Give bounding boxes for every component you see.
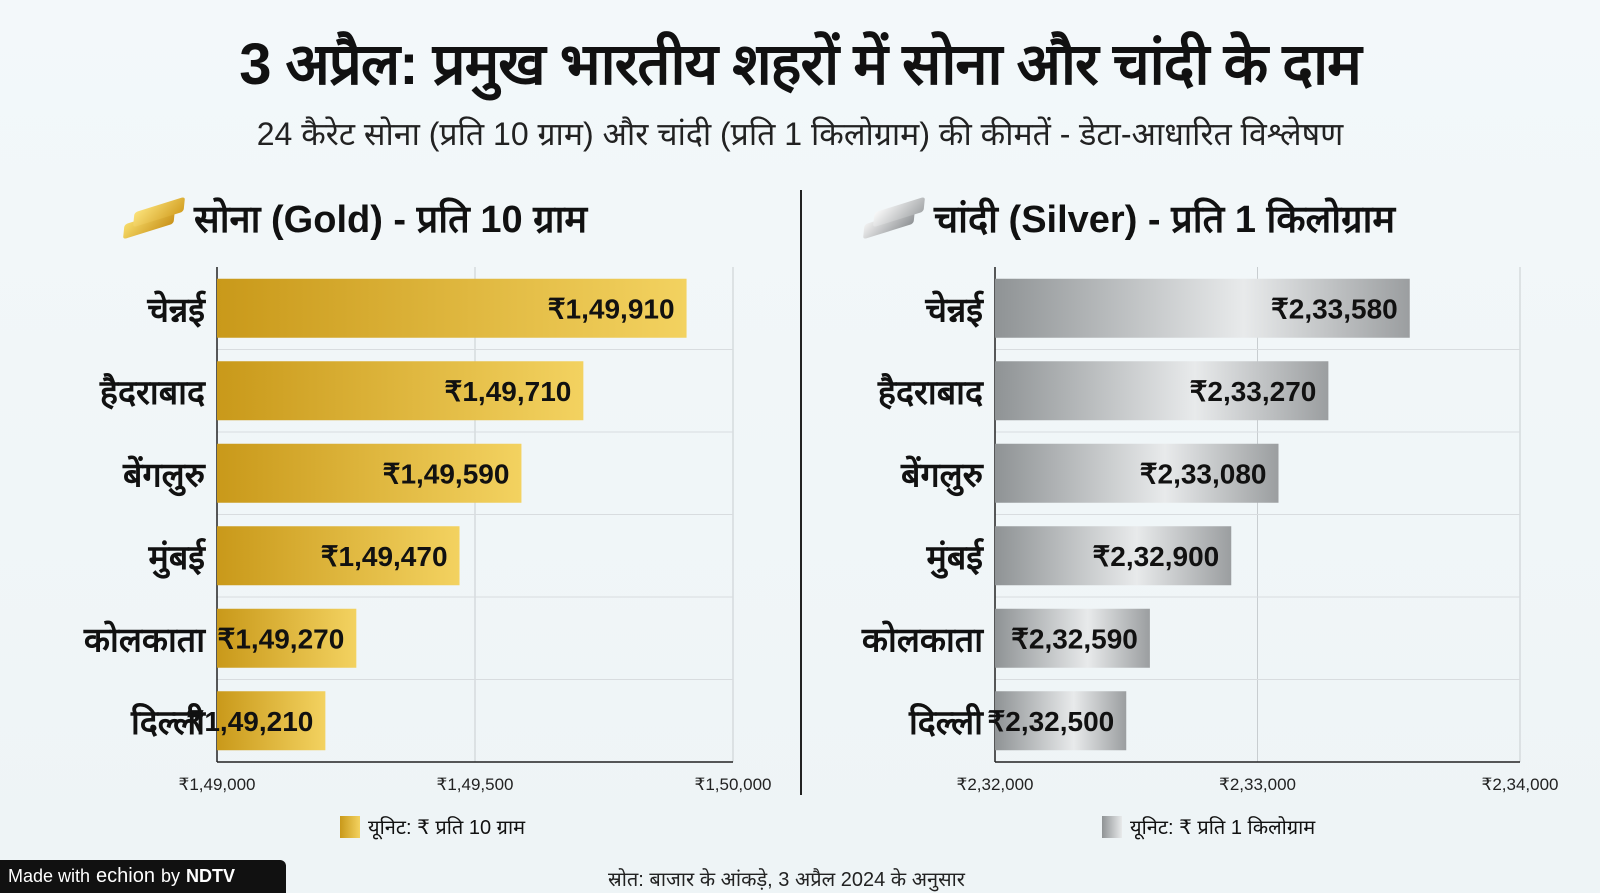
gold-panel-title: सोना (Gold) - प्रति 10 ग्राम [122, 192, 587, 244]
by-text: by [160, 866, 180, 886]
bar-silver [995, 608, 1150, 668]
category-label: बेंगलुरु [122, 454, 207, 496]
silver-legend: यूनिट: ₹ प्रति 1 किलोग्राम [1102, 813, 1315, 840]
gold-legend-swatch [340, 815, 360, 838]
category-label: दिल्ली [130, 702, 206, 742]
gold-legend-text: यूनिट: ₹ प्रति 10 ग्राम [368, 817, 526, 839]
tick-label: ₹2,34,000 [1482, 775, 1559, 794]
org-logo: NDTV [186, 866, 235, 886]
tick-label: ₹1,49,000 [179, 775, 256, 794]
data-label: ₹1,49,590 [383, 458, 510, 489]
silver-legend-swatch [1102, 815, 1122, 838]
bar-silver [995, 443, 1279, 503]
gold-title-text: सोना (Gold) - प्रति 10 ग्राम [194, 199, 588, 241]
gold-legend: यूनिट: ₹ प्रति 10 ग्राम [340, 813, 525, 840]
silver-legend-text: यूनिट: ₹ प्रति 1 किलोग्राम [1130, 817, 1316, 839]
bar-silver [995, 278, 1410, 338]
data-label: ₹1,49,210 [187, 706, 314, 737]
data-label: ₹2,33,580 [1271, 293, 1398, 324]
tick-label: ₹1,49,500 [437, 775, 514, 794]
bar-silver [995, 691, 1127, 751]
data-label: ₹1,49,270 [218, 623, 345, 654]
brand-name: echion [96, 865, 155, 887]
data-label: ₹1,49,710 [445, 376, 572, 407]
category-label: हैदराबाद [877, 372, 984, 412]
data-label: ₹1,49,470 [321, 541, 448, 572]
category-label: कोलकाता [83, 619, 206, 659]
silver-panel-title: चांदी (Silver) - प्रति 1 किलोग्राम [862, 192, 1395, 244]
data-label: ₹1,49,910 [548, 293, 675, 324]
data-label: ₹2,33,080 [1140, 458, 1267, 489]
category-label: मुंबई [926, 537, 986, 579]
category-label: कोलकाता [861, 619, 984, 659]
bar-gold [217, 361, 584, 421]
data-label: ₹2,32,500 [987, 706, 1114, 737]
bar-gold [217, 608, 357, 668]
category-label: चेन्नई [146, 289, 207, 329]
category-label: हैदराबाद [99, 372, 206, 412]
made-with-badge[interactable]: Made with echion by NDTV [0, 860, 286, 893]
bar-gold [217, 278, 687, 338]
made-with-text: Made with [8, 866, 91, 886]
category-label: दिल्ली [908, 702, 984, 742]
category-label: चेन्नई [924, 289, 985, 329]
page-title: 3 अप्रैल: प्रमुख भारतीय शहरों में सोना औ… [239, 32, 1362, 97]
data-label: ₹2,33,270 [1190, 376, 1317, 407]
category-label: मुंबई [148, 537, 208, 579]
bar-silver [995, 526, 1232, 586]
data-label: ₹2,32,900 [1092, 541, 1219, 572]
data-label: ₹2,32,590 [1011, 623, 1138, 654]
tick-label: ₹2,33,000 [1219, 775, 1296, 794]
panel-divider [800, 190, 802, 795]
bar-silver [995, 361, 1329, 421]
page-subtitle: 24 कैरेट सोना (प्रति 10 ग्राम) और चांदी … [256, 116, 1344, 152]
bar-gold [217, 691, 326, 751]
source-note: स्रोत: बाजार के आंकड़े, 3 अप्रैल 2024 के… [608, 869, 965, 891]
tick-label: ₹1,50,000 [695, 775, 772, 794]
bar-gold [217, 443, 522, 503]
bar-gold [217, 526, 460, 586]
silver-title-text: चांदी (Silver) - प्रति 1 किलोग्राम [934, 199, 1396, 241]
tick-label: ₹2,32,000 [957, 775, 1034, 794]
category-label: बेंगलुरु [900, 454, 985, 496]
